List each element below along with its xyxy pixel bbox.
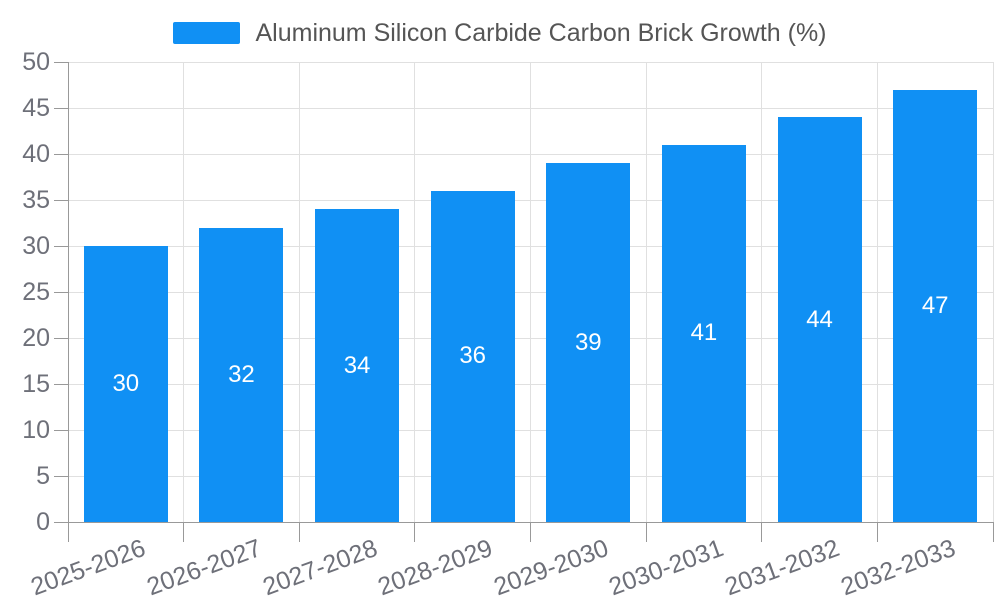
gridline-vertical xyxy=(645,62,647,522)
x-axis-category-label: 2026-2027 xyxy=(143,534,266,600)
gridline-vertical xyxy=(530,62,531,522)
bar-2029-2030[interactable]: 39 xyxy=(546,163,631,522)
x-axis-tick xyxy=(876,522,878,542)
bar-value-label: 47 xyxy=(921,291,949,319)
y-axis-tick xyxy=(54,61,68,63)
y-axis-tick xyxy=(54,475,68,477)
y-axis-tick-label: 15 xyxy=(22,370,50,398)
x-axis-category-label: 2027-2028 xyxy=(258,534,381,600)
y-axis-tick-label: 25 xyxy=(22,278,50,306)
y-axis-tick-label: 0 xyxy=(36,508,50,536)
y-axis-tick xyxy=(54,291,68,293)
y-axis-tick xyxy=(54,153,68,155)
x-axis-tick xyxy=(183,522,185,542)
y-axis-tick xyxy=(54,337,68,339)
y-axis-tick xyxy=(54,199,68,201)
gridline-vertical xyxy=(761,62,763,522)
bar-value-label: 36 xyxy=(459,342,487,370)
y-axis-tick-label: 10 xyxy=(22,416,50,444)
x-axis-category-label: 2030-2031 xyxy=(605,534,728,600)
x-axis-category-label: 2028-2029 xyxy=(374,534,497,600)
y-axis-tick xyxy=(54,521,68,523)
x-axis-tick xyxy=(992,522,994,542)
y-axis-tick-label: 20 xyxy=(22,324,50,352)
y-axis-tick-label: 35 xyxy=(22,186,50,214)
y-axis-tick xyxy=(54,383,68,385)
x-axis-tick xyxy=(645,522,647,542)
x-axis-category-label: 2031-2032 xyxy=(721,534,844,600)
x-axis-tick xyxy=(67,522,69,542)
x-axis-category-label: 2025-2026 xyxy=(27,534,150,600)
y-axis-tick-label: 45 xyxy=(22,94,50,122)
legend[interactable]: Aluminum Silicon Carbide Carbon Brick Gr… xyxy=(0,16,1000,50)
x-axis-category-label: 2029-2030 xyxy=(489,534,612,600)
y-axis-tick-label: 50 xyxy=(22,48,50,76)
x-axis-tick xyxy=(761,522,763,542)
gridline-vertical xyxy=(298,62,300,522)
bar-2028-2029[interactable]: 36 xyxy=(430,190,515,522)
x-axis-tick xyxy=(530,522,531,542)
y-axis-tick xyxy=(54,107,68,109)
bar-2027-2028[interactable]: 34 xyxy=(315,209,400,522)
x-axis-tick xyxy=(298,522,300,542)
bar-2031-2032[interactable]: 44 xyxy=(777,117,862,522)
bar-value-label: 44 xyxy=(806,305,833,333)
bar-2026-2027[interactable]: 32 xyxy=(199,227,284,522)
bar-value-label: 34 xyxy=(343,351,371,379)
legend-series-label: Aluminum Silicon Carbide Carbon Brick Gr… xyxy=(255,19,827,47)
bar-value-label: 41 xyxy=(690,319,718,347)
gridline-vertical xyxy=(876,62,878,522)
x-axis-tick xyxy=(414,522,416,542)
x-axis-category-label: 2032-2033 xyxy=(836,534,959,600)
y-axis-tick xyxy=(54,245,68,247)
bar-value-label: 30 xyxy=(112,370,140,397)
bar-2025-2026[interactable]: 30 xyxy=(83,246,168,522)
y-axis-line xyxy=(67,62,69,522)
y-axis-tick-label: 40 xyxy=(22,140,50,168)
gridline-vertical xyxy=(414,62,416,522)
y-axis-tick-label: 5 xyxy=(36,462,50,490)
bar-value-label: 39 xyxy=(574,328,602,356)
gridline-vertical xyxy=(183,62,185,522)
y-axis-tick-label: 30 xyxy=(22,232,50,260)
y-axis-tick xyxy=(54,429,68,431)
legend-marker-swatch xyxy=(173,22,241,44)
bar-value-label: 32 xyxy=(228,360,255,388)
bar-2030-2031[interactable]: 41 xyxy=(661,144,746,522)
gridline-vertical xyxy=(992,62,994,522)
bar-2032-2033[interactable]: 47 xyxy=(893,89,978,522)
